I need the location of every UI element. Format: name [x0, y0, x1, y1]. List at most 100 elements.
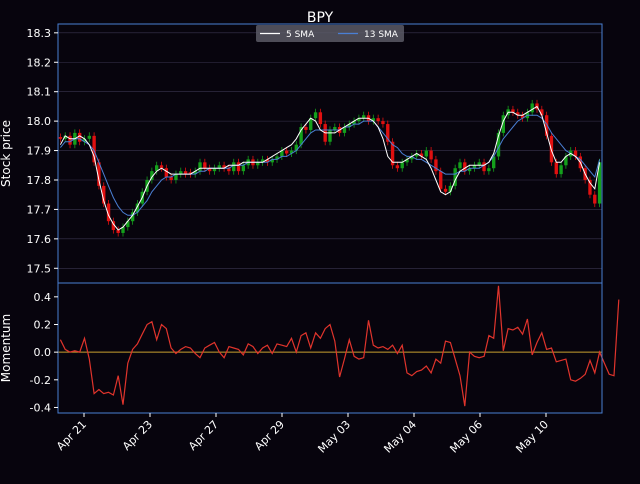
price-y-ticks: 17.5 17.6 17.7 17.8 17.9 18.0 18.1 18.2 18.3: [27, 27, 58, 275]
candle-body: [164, 168, 169, 178]
chart-title: BPY: [307, 10, 334, 26]
candle-body: [467, 168, 472, 172]
candle-body: [588, 179, 592, 195]
candle-body: [381, 121, 385, 125]
candle-body: [439, 171, 443, 189]
candle-body: [448, 185, 453, 192]
price-y-tick-label: 17.9: [27, 145, 52, 158]
candle-body: [260, 159, 265, 163]
candle-body: [554, 162, 558, 175]
candle-body: [299, 127, 303, 145]
candle-body: [487, 168, 491, 172]
candle-body: [333, 127, 337, 130]
candle-body: [97, 162, 101, 186]
momentum-panel: -0.4 -0.2 0.0 0.2 0.4 Momentum: [0, 282, 620, 414]
candle-body: [482, 162, 486, 172]
candle-body: [179, 171, 183, 175]
price-y-tick-label: 17.8: [27, 174, 52, 187]
candle-body: [501, 115, 505, 133]
candle-body: [183, 171, 188, 175]
candle-body: [540, 109, 544, 116]
legend: 5 SMA 13 SMA: [256, 25, 404, 42]
candle-body: [280, 150, 284, 157]
candle-body: [236, 162, 241, 172]
candle-body: [491, 156, 496, 169]
candle-body: [77, 132, 82, 142]
candle-body: [135, 203, 140, 213]
candle-body: [362, 115, 366, 119]
candle-body: [68, 135, 72, 145]
candle-body: [443, 188, 448, 192]
candle-body: [217, 165, 221, 169]
candle-body: [463, 162, 467, 172]
candle-body: [169, 177, 173, 180]
candle-body: [318, 112, 323, 125]
momentum-y-tick-label: 0.2: [34, 318, 52, 331]
momentum-series-line: [59, 285, 620, 407]
candle-body: [106, 203, 111, 222]
candle-body: [376, 118, 380, 122]
sma13-line: [60, 114, 601, 216]
candle-body: [193, 171, 197, 175]
candle-body: [520, 115, 525, 119]
candle-body: [424, 150, 428, 157]
candle-body: [530, 103, 534, 113]
candle-body: [232, 162, 236, 172]
candle-body: [203, 162, 207, 169]
candle-body: [516, 112, 520, 116]
candle-body: [304, 127, 308, 130]
candle-body: [265, 159, 270, 163]
momentum-y-tick-label: -0.4: [30, 401, 51, 414]
candle-body: [270, 159, 274, 163]
price-y-tick-label: 17.6: [27, 233, 52, 246]
candle-body: [116, 230, 120, 233]
candle-body: [419, 153, 424, 157]
candle-body: [414, 153, 419, 157]
candle-body: [347, 124, 351, 128]
candle-body: [227, 168, 231, 172]
candle-body: [102, 185, 106, 204]
candle-body: [155, 165, 159, 172]
candle-body: [357, 118, 361, 122]
candle-body: [496, 132, 501, 157]
candle-body: [405, 159, 409, 163]
candle-body: [82, 138, 87, 142]
candle-body: [544, 115, 549, 136]
price-y-tick-label: 18.1: [27, 86, 52, 99]
candle-body: [92, 135, 96, 163]
candle-body: [328, 129, 332, 142]
candle-body: [410, 156, 414, 160]
candle-body: [284, 150, 289, 154]
candle-body: [111, 221, 116, 231]
price-y-tick-label: 18.0: [27, 115, 52, 128]
candle-body: [198, 162, 202, 172]
candle-body: [207, 168, 212, 172]
candle-body: [294, 144, 298, 151]
candle-body: [371, 118, 376, 122]
candle-body: [559, 165, 563, 175]
candle-body: [309, 118, 313, 130]
momentum-y-tick-label: -0.2: [30, 374, 51, 387]
candle-body: [126, 221, 130, 228]
candle-body: [458, 162, 462, 169]
candle-body: [63, 135, 67, 139]
price-y-tick-label: 17.5: [27, 262, 52, 275]
legend-label: 13 SMA: [364, 30, 399, 40]
candle-body: [174, 174, 178, 180]
candle-body: [395, 165, 400, 169]
candle-body: [87, 135, 91, 139]
candle-body: [434, 159, 438, 172]
candle-body: [58, 137, 63, 139]
candle-body: [429, 150, 433, 160]
candle-body: [390, 141, 395, 166]
candle-body: [386, 124, 390, 142]
momentum-y-tick-label: 0.0: [34, 346, 52, 359]
momentum-axes-frame: [57, 282, 603, 414]
price-y-tick-label: 18.2: [27, 56, 52, 69]
candle-body: [477, 162, 481, 166]
price-y-tick-label: 18.3: [27, 27, 52, 40]
candle-body: [593, 194, 597, 204]
momentum-y-axis-label: Momentum: [0, 314, 13, 382]
price-y-axis-label: Stock price: [0, 120, 13, 187]
